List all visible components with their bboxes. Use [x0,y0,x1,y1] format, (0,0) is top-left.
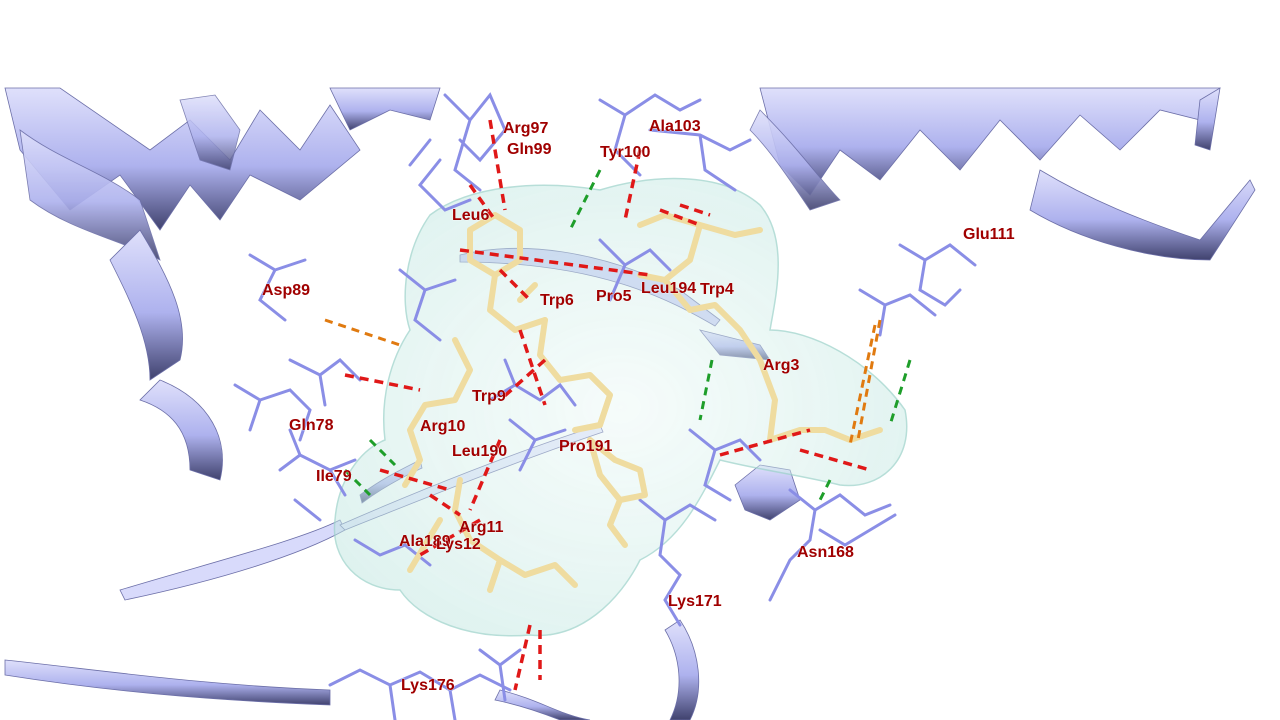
residue-label: Arg11 [459,519,504,536]
residue-label: Arg10 [420,418,465,435]
residue-label: Arg3 [763,357,800,374]
residue-label: Asp89 [262,282,310,299]
residue-label: Leu194 [641,280,696,297]
residue-label: Ala189 [399,533,451,550]
residue-label: Asn168 [797,544,854,561]
residue-label: Leu6 [452,207,489,224]
interaction-orange-dashes [324,318,882,446]
residue-label: Ala103 [649,118,701,135]
residue-label: Leu190 [452,443,507,460]
residue-labels: Arg97 Gln99 Ala103 Tyr100 Leu6 Glu111 As… [262,118,1015,695]
residue-label: Pro191 [559,438,612,455]
residue-label: Lys12 [436,536,481,553]
residue-sticks [233,92,977,720]
residue-label: Trp4 [700,281,734,298]
residue-label: Glu111 [963,226,1015,243]
residue-label: Tyr100 [600,144,651,161]
residue-label: Gln78 [289,417,334,434]
residue-label: Ile79 [316,468,352,485]
interaction-red-dashes [344,119,871,691]
ligand-sticks [402,212,883,593]
residue-label: Gln99 [507,141,552,158]
residue-label: Arg97 [503,120,548,137]
residue-label: Trp6 [540,292,574,309]
residue-label: Lys171 [668,593,722,610]
interaction-green-dashes [343,169,912,501]
residue-label: Lys176 [401,677,455,694]
residue-label: Trp9 [472,388,506,405]
residue-label: Pro5 [596,288,632,305]
